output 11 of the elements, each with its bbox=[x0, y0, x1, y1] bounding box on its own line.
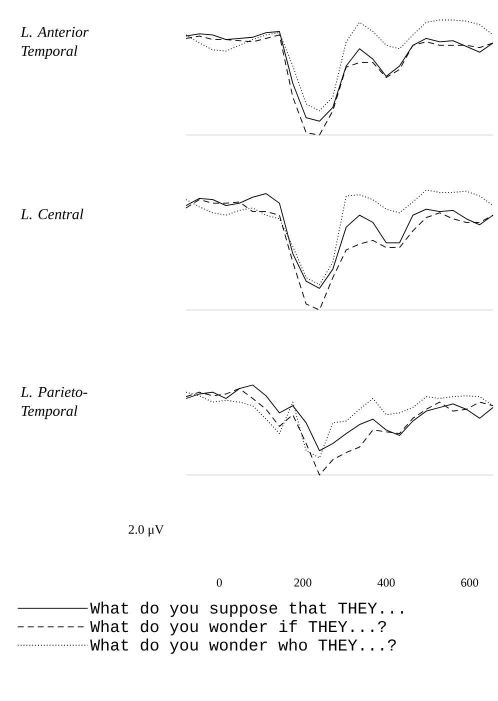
x-tick-label: 200 bbox=[294, 578, 312, 587]
y-axis-title: L. Central bbox=[20, 208, 84, 220]
text: 2.0 μV bbox=[128, 525, 164, 537]
legend-label: What do you wonder if THEY...? bbox=[90, 620, 386, 636]
y-axis-title: L. Parieto-Temporal bbox=[20, 386, 88, 420]
legend-label: What do you wonder who THEY...? bbox=[90, 638, 396, 654]
x-tick-label: 0 bbox=[216, 578, 222, 587]
x-tick-label: 400 bbox=[377, 578, 395, 587]
y-axis-title: L. Anterior Temporal bbox=[20, 26, 89, 60]
legend-label: What do you suppose that THEY... bbox=[90, 602, 403, 617]
x-tick-label: 600 bbox=[461, 578, 478, 587]
